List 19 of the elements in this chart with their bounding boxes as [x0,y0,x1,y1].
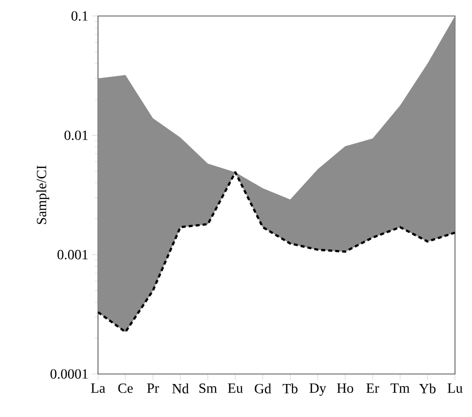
x-tick-label: Eu [228,384,243,393]
x-tick-label: Tb [282,384,298,394]
x-tick-label: Er [366,384,380,393]
x-tick-label: Pr [147,384,160,393]
x-tick-label: Ho [337,384,354,393]
x-tick-label: Sm [199,384,217,393]
y-axis-title: Sample/CI [36,166,50,224]
x-tick-label: Ce [118,384,133,393]
x-tick-label: Gd [254,384,272,394]
x-tick-label: Tm [390,384,410,393]
y-tick-label: 0.0001 [50,369,88,379]
x-tick-label: Dy [310,384,326,396]
y-tick-label: 0.001 [58,250,88,260]
x-tick-label: Lu [448,384,463,393]
y-tick-label: 0.01 [64,130,88,140]
x-tick-label: La [91,384,106,393]
y-tick-label: 0.1 [72,11,88,21]
x-tick-label: Nd [172,384,189,394]
x-tick-label: Yb [419,384,436,394]
